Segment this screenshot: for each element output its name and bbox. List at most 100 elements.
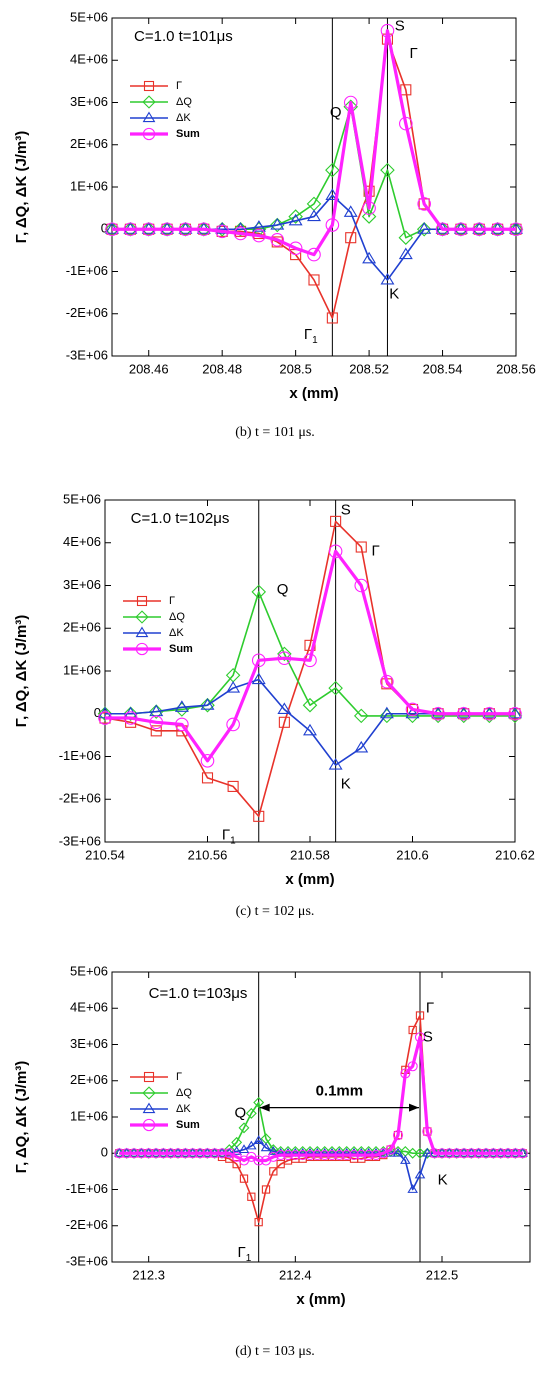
y-tick-label: 2E+06: [70, 1072, 108, 1087]
y-tick-label: -3E+06: [66, 1253, 108, 1268]
annotation: Γ1: [222, 827, 236, 847]
data-point: [232, 1159, 241, 1169]
data-point: [354, 578, 369, 593]
data-point: [226, 681, 241, 693]
annotation: K: [438, 1171, 448, 1188]
data-point: [414, 1169, 426, 1179]
data-point: [330, 515, 342, 527]
y-tick-label: 3E+06: [63, 577, 101, 592]
data-point: [517, 1148, 528, 1159]
plot-frame: [111, 971, 531, 1263]
data-point: [355, 541, 367, 553]
y-tick-label: -2E+06: [59, 791, 101, 806]
annotation: Q: [235, 1104, 247, 1121]
data-point: [269, 1167, 278, 1176]
data-point: [380, 272, 395, 285]
data-point: [308, 274, 320, 286]
y-tick-label: 5E+06: [70, 963, 108, 978]
annotation: Q: [330, 104, 342, 121]
data-point: [343, 205, 358, 217]
data-point: [97, 706, 113, 722]
data-point: [482, 706, 497, 721]
data-point: [444, 1148, 455, 1159]
series-line: [119, 1139, 523, 1191]
data-point: [253, 1135, 264, 1144]
y-tick-label: 0: [101, 1145, 108, 1160]
data-point: [398, 247, 413, 260]
caption: (d) t = 103 μs.: [235, 1344, 315, 1359]
data-point: [282, 1150, 294, 1161]
data-point: [414, 1032, 426, 1043]
data-point: [215, 222, 230, 234]
data-point: [435, 222, 450, 237]
legend-marker: [142, 127, 156, 141]
x-tick-label: 208.5: [279, 361, 312, 376]
x-tick-label: 208.52: [349, 361, 389, 376]
series-line: [105, 549, 515, 763]
data-point: [490, 222, 505, 237]
x-tick-label: 212.4: [279, 1267, 312, 1282]
data-point: [251, 584, 267, 600]
data-point: [414, 1147, 426, 1159]
data-point: [400, 1155, 411, 1164]
y-tick-label: -1E+06: [66, 1181, 108, 1196]
data-point: [422, 1147, 433, 1157]
data-point: [379, 706, 394, 719]
data-point: [275, 1150, 286, 1161]
data-point: [362, 201, 376, 215]
legend-marker: [135, 626, 149, 638]
legend-label: ΔK: [169, 627, 184, 639]
data-point: [251, 653, 266, 668]
data-point: [180, 1148, 191, 1159]
x-tick-label: 208.54: [423, 361, 463, 376]
data-point: [148, 704, 164, 719]
annotation-text: Γ: [222, 827, 230, 844]
legend-marker: [136, 595, 148, 607]
data-point: [238, 1144, 250, 1154]
annotation: Γ: [372, 542, 380, 559]
data-point: [325, 218, 340, 232]
data-point: [407, 1147, 419, 1159]
data-point: [233, 226, 248, 241]
data-point: [380, 23, 395, 38]
x-tick-label: 212.3: [132, 1267, 165, 1282]
data-point: [405, 702, 420, 717]
annotation-text: K: [438, 1171, 448, 1188]
y-tick-label: -2E+06: [66, 305, 108, 320]
y-tick-label: 0: [94, 705, 101, 720]
data-point: [200, 753, 215, 768]
data-point: [123, 706, 138, 722]
y-tick-label: 3E+06: [70, 1036, 108, 1051]
y-axis-label: Γ, ΔQ, ΔK (J/m³): [13, 1061, 30, 1174]
legend-marker: [142, 1118, 156, 1132]
legend-label: ΔQ: [176, 1087, 192, 1099]
legend-label: Sum: [176, 1119, 200, 1131]
data-point: [260, 1142, 272, 1152]
data-point: [270, 217, 285, 230]
y-tick-label: 1E+06: [70, 1108, 108, 1123]
data-point: [231, 1146, 242, 1155]
data-point: [114, 1148, 125, 1159]
data-point: [405, 706, 420, 719]
legend-marker: [135, 642, 149, 656]
annotation-text: S: [395, 17, 405, 34]
legend-label: Γ: [169, 595, 175, 607]
data-point: [354, 740, 369, 753]
data-point: [141, 222, 156, 237]
series-line: [112, 194, 516, 281]
plot-frame: [104, 499, 516, 843]
x-axis-label: x (mm): [296, 1291, 345, 1308]
data-point: [392, 1130, 404, 1141]
annotation: 0.1mm: [316, 1083, 364, 1100]
data-point: [247, 1192, 256, 1201]
annotation: K: [389, 286, 399, 303]
data-point: [209, 1148, 220, 1159]
y-tick-label: 4E+06: [63, 534, 101, 549]
data-point: [252, 228, 266, 243]
annotation-text: C=1.0 t=103μs: [149, 985, 248, 1002]
data-point: [200, 698, 215, 710]
annotation: Γ1: [304, 326, 318, 346]
data-point: [261, 1185, 271, 1194]
data-point: [348, 1150, 360, 1161]
x-tick-label: 208.56: [496, 361, 536, 376]
